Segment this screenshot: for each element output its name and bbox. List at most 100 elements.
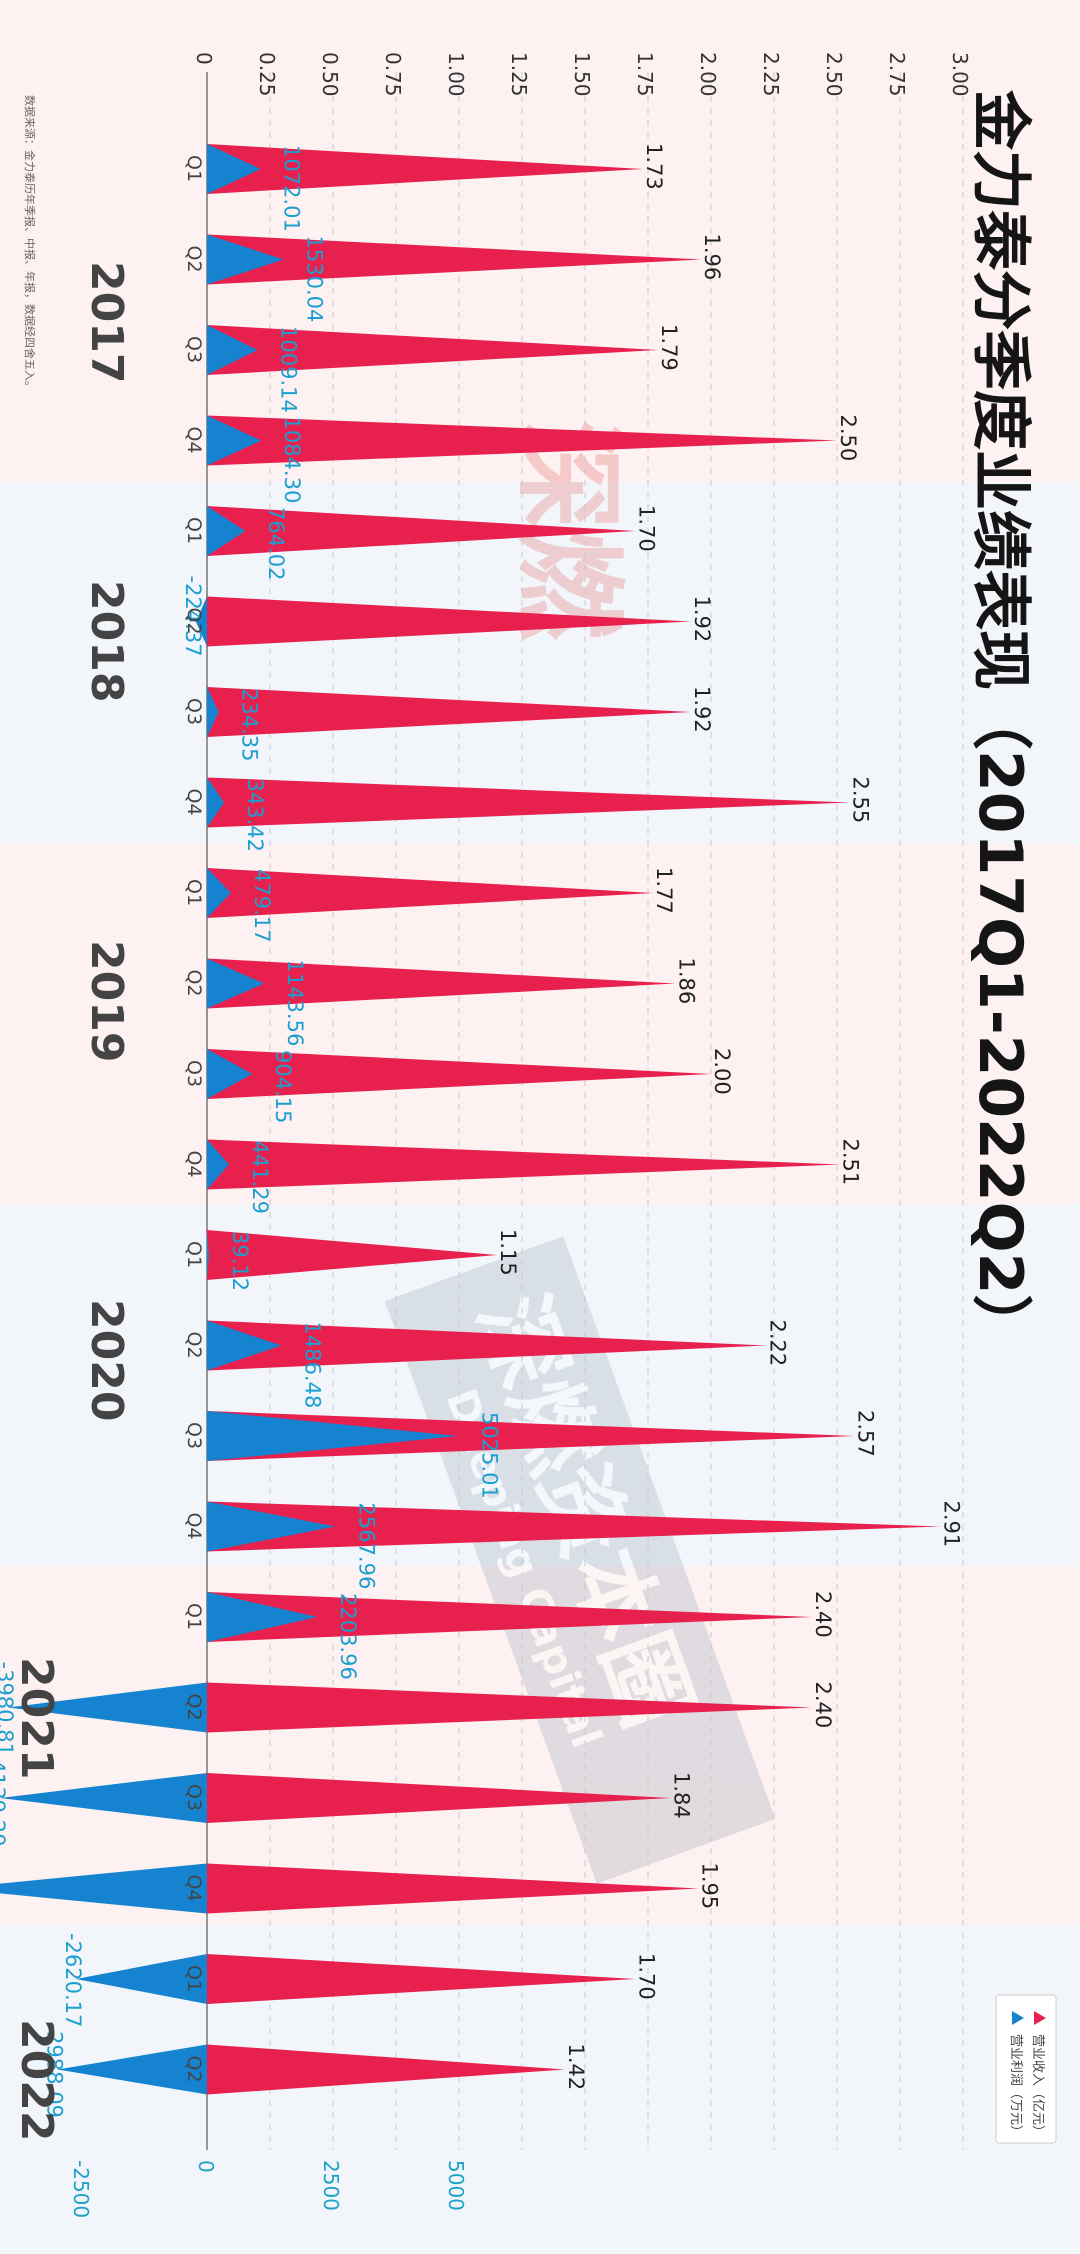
revenue-data-label: 1.70: [634, 1953, 658, 2000]
revenue-data-label: 1.86: [675, 958, 699, 1005]
revenue-tick-label: 3.00: [948, 52, 972, 97]
revenue-spike: [207, 1682, 812, 1733]
quarter-label: Q2: [183, 1694, 205, 1721]
profit-data-label: 764.02: [264, 507, 288, 580]
profit-spike: [207, 687, 219, 737]
revenue-spike: [207, 1049, 711, 1099]
quarter-label: Q2: [183, 2056, 205, 2083]
revenue-data-label: 2.91: [939, 1501, 963, 1548]
year-label: 2018: [81, 580, 132, 702]
revenue-spike: [207, 415, 837, 466]
quarter-label: Q4: [183, 1513, 205, 1540]
profit-data-label: 5025.01: [477, 1412, 501, 1499]
revenue-spike: [207, 234, 701, 285]
revenue-data-label: 1.42: [564, 2044, 588, 2091]
profit-spike: [207, 1411, 459, 1461]
profit-data-label: -2620.17: [61, 1933, 85, 2027]
profit-spike: [207, 1139, 230, 1190]
profit-spike: [207, 868, 231, 918]
revenue-data-label: 1.15: [496, 1229, 520, 1276]
chart-title: 金力泰分季度业绩表现（2017Q1-2022Q2）: [965, 90, 1035, 1354]
profit-spike: [7, 1682, 207, 1733]
revenue-spike: [207, 958, 676, 1009]
quarter-label: Q2: [183, 1332, 205, 1359]
profit-data-label: 2203.96: [336, 1593, 360, 1680]
revenue-spike: [207, 868, 654, 918]
profit-spike: [207, 144, 261, 194]
profit-spike: [207, 1049, 253, 1099]
revenue-spike: [207, 1592, 812, 1642]
revenue-data-label: 2.51: [839, 1139, 863, 1186]
profit-spike: [0, 1773, 208, 1823]
quarter-label: Q4: [183, 427, 205, 454]
quarter-label: Q3: [183, 336, 205, 363]
profit-spike: [207, 1320, 282, 1371]
quarter-label: Q3: [183, 698, 205, 725]
quarter-label: Q3: [183, 1784, 205, 1811]
year-label: 2017: [81, 261, 132, 383]
revenue-data-label: 1.79: [657, 324, 681, 371]
revenue-spike: [207, 687, 691, 737]
revenue-spike: [207, 1954, 636, 2004]
profit-data-label: -2988.09: [43, 2024, 67, 2118]
revenue-data-label: 2.57: [854, 1410, 878, 1457]
quarter-label: Q2: [183, 246, 205, 273]
revenue-spike: [207, 1773, 671, 1823]
profit-spike: [207, 415, 262, 466]
revenue-data-label: 2.40: [811, 1682, 835, 1729]
legend-marker: [1034, 2011, 1046, 2025]
revenue-spike: [207, 325, 659, 375]
profit-tick-label: 5000: [444, 2160, 468, 2211]
source-note: 数据来源：金力泰历年季报、中报、年报，数据经四舍五入。: [23, 95, 37, 392]
profit-spike: [207, 1592, 318, 1642]
profit-data-label: 234.35: [238, 688, 262, 761]
profit-data-label: 343.42: [243, 779, 267, 852]
revenue-tick-label: 2.75: [885, 52, 909, 97]
profit-spike: [0, 1863, 207, 1914]
quarter-label: Q3: [183, 1060, 205, 1087]
year-label: 2020: [81, 1299, 132, 1421]
profit-data-label: 441.29: [248, 1141, 272, 1214]
profit-data-label: 1530.04: [303, 236, 327, 323]
revenue-data-label: 1.70: [634, 505, 658, 552]
profit-spike: [207, 1230, 209, 1280]
quarter-label: Q1: [183, 155, 205, 182]
legend-label: 营业收入（亿元）: [1030, 2034, 1045, 2138]
revenue-tick-label: 2.50: [822, 52, 846, 97]
year-label: 2021: [11, 1657, 62, 1779]
quarter-label: Q2: [183, 608, 205, 635]
quarter-label: Q1: [183, 1965, 205, 1992]
profit-data-label: 2567.96: [354, 1503, 378, 1590]
revenue-spike: [207, 1139, 840, 1190]
revenue-spike: [207, 596, 691, 647]
quarter-label: Q2: [183, 970, 205, 997]
revenue-data-label: 1.92: [690, 686, 714, 733]
profit-spike: [195, 596, 207, 647]
profit-spike: [207, 325, 258, 375]
profit-spike: [207, 234, 284, 285]
revenue-spike: [207, 506, 636, 556]
revenue-tick-label: 0.75: [381, 52, 405, 97]
profit-data-label: -3980.81: [0, 1662, 17, 1756]
profit-data-label: 904.15: [271, 1050, 295, 1123]
quarter-label: Q1: [183, 879, 205, 906]
revenue-data-label: 2.00: [710, 1048, 734, 1095]
revenue-tick-label: 1.25: [507, 52, 531, 97]
revenue-tick-label: 0.25: [255, 52, 279, 97]
revenue-spike: [207, 1411, 855, 1461]
revenue-tick-label: 0.50: [318, 52, 342, 97]
profit-data-label: 1072.01: [280, 145, 304, 232]
quarter-label: Q1: [183, 517, 205, 544]
revenue-data-label: 1.84: [670, 1772, 694, 1819]
revenue-data-label: 1.96: [700, 234, 724, 281]
profit-data-label: 1084.30: [280, 417, 304, 504]
profit-data-label: 1009.14: [276, 326, 300, 413]
legend-box: [995, 1994, 1057, 2144]
revenue-spike: [207, 144, 643, 194]
revenue-data-label: 1.73: [642, 143, 666, 190]
year-band: [0, 0, 1080, 482]
revenue-tick-label: 1.50: [570, 52, 594, 97]
profit-data-label: -224.37: [181, 576, 205, 657]
quarter-label: Q3: [183, 1422, 205, 1449]
